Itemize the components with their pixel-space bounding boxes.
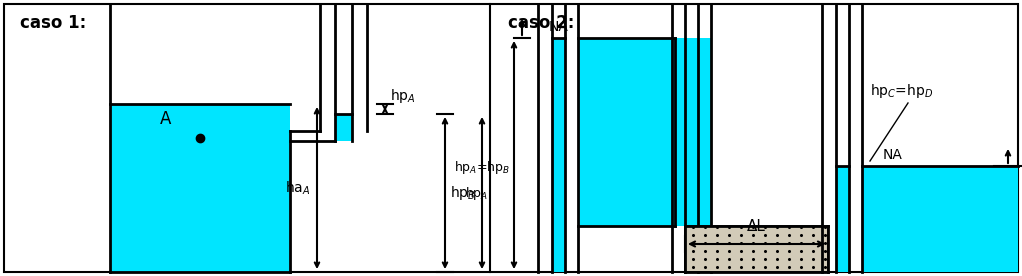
Text: hp$_A$: hp$_A$ [390,87,416,105]
Bar [685,226,828,272]
Text: caso 2:: caso 2: [508,14,574,32]
Bar [552,38,565,272]
Text: NA: NA [883,148,902,162]
Bar [836,166,849,272]
Text: A: A [160,110,172,128]
Text: hp$_A$=hp$_B$: hp$_A$=hp$_B$ [454,159,510,176]
Text: ha$_A$: ha$_A$ [285,179,311,197]
Text: ΔL: ΔL [747,219,765,234]
Bar [110,104,290,272]
Bar [578,38,675,226]
Text: NA: NA [549,20,568,34]
Text: caso 1:: caso 1: [20,14,86,32]
Text: hp$_B$: hp$_B$ [450,184,476,202]
Text: hp$_A$: hp$_A$ [465,184,487,201]
Text: hp$_C$=hp$_D$: hp$_C$=hp$_D$ [870,82,933,100]
Bar [862,166,1018,272]
Bar [672,38,711,226]
Bar [335,114,352,141]
